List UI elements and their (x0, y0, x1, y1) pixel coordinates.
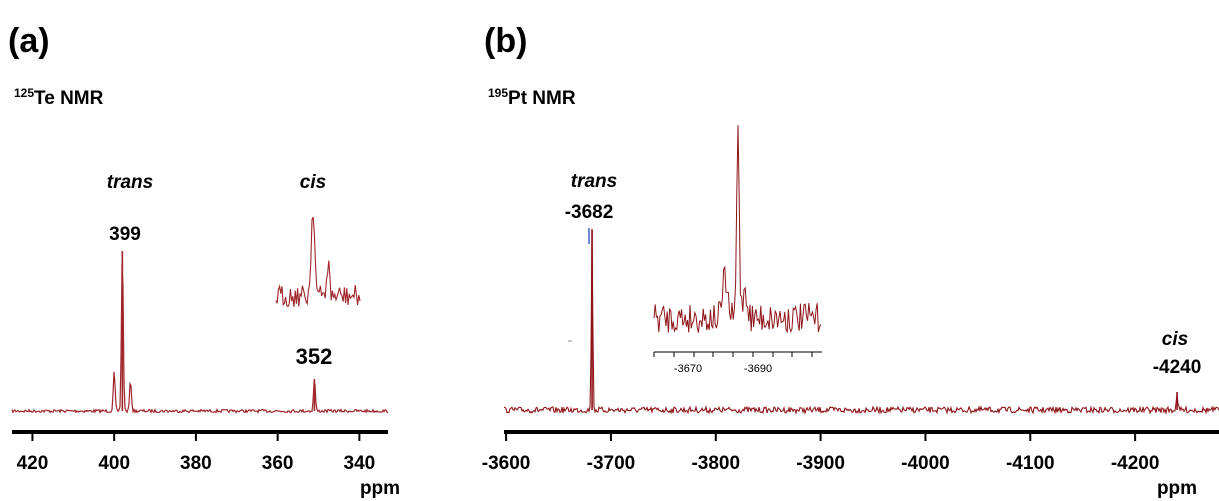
x-tick-label-3: 360 (262, 453, 294, 474)
x-tick-label-4: -4000 (901, 453, 950, 474)
panel-b-nucleus-name: Pt NMR (508, 88, 576, 109)
panel-a-title: 125Te NMR (14, 86, 104, 109)
panel-b-trans-label: trans (571, 171, 617, 192)
panel-a-cis-label: cis (300, 172, 326, 193)
x-tick-label-0: 420 (17, 453, 49, 474)
panel-a: (a) 125Te NMR trans 399 cis 352 420 400 38… (8, 22, 400, 499)
panel-a-trans-shift: 399 (109, 224, 141, 245)
panel-b-spectrum (503, 228, 1219, 416)
panel-b-cis-label: cis (1162, 329, 1188, 350)
panel-a-cis-shift: 352 (296, 344, 333, 369)
spectrum-trace (503, 228, 1219, 416)
inset-trace (275, 216, 361, 308)
x-tick-label-0: -3600 (482, 453, 531, 474)
panel-a-x-unit: ppm (360, 478, 400, 499)
panel-b-nucleus-mass: 195 (488, 86, 508, 100)
panel-a-spectrum (11, 251, 389, 415)
x-tick-label-3: -3900 (796, 453, 845, 474)
panel-b-inset: -3670 -3690 (653, 125, 822, 375)
panel-a-trans-label: trans (107, 172, 153, 193)
x-tick-label-2: 380 (180, 453, 212, 474)
panel-a-ticks: 420 400 380 360 340 (17, 432, 376, 474)
panel-a-nucleus-name: Te NMR (34, 88, 104, 109)
x-tick-label-6: -4200 (1111, 453, 1160, 474)
panel-b-cis-shift: -4240 (1153, 357, 1202, 378)
panel-b-title: 195Pt NMR (488, 86, 576, 109)
panel-b-x-unit: ppm (1157, 478, 1197, 499)
inset-trace (653, 125, 822, 334)
panel-b: (b) 195Pt NMR trans -3682 cis -4240 -367… (482, 22, 1219, 499)
spectrum-trace (11, 263, 389, 415)
panel-b-trans-shift: -3682 (565, 202, 614, 223)
inset-tick-label-0: -3670 (674, 363, 702, 375)
x-tick-label-1: -3700 (587, 453, 636, 474)
panel-a-label: (a) (8, 22, 50, 60)
panel-a-nucleus-mass: 125 (14, 86, 34, 100)
x-tick-label-5: -4100 (1006, 453, 1055, 474)
panel-b-label: (b) (484, 22, 527, 60)
x-tick-label-2: -3800 (691, 453, 740, 474)
inset-tick-label-1: -3690 (744, 363, 772, 375)
panel-b-ticks: -3600 -3700 -3800 -3900 -4000 -4100 -4200 (482, 432, 1160, 474)
x-tick-label-4: 340 (344, 453, 376, 474)
panel-a-inset (275, 216, 361, 308)
x-tick-label-1: 400 (98, 453, 130, 474)
